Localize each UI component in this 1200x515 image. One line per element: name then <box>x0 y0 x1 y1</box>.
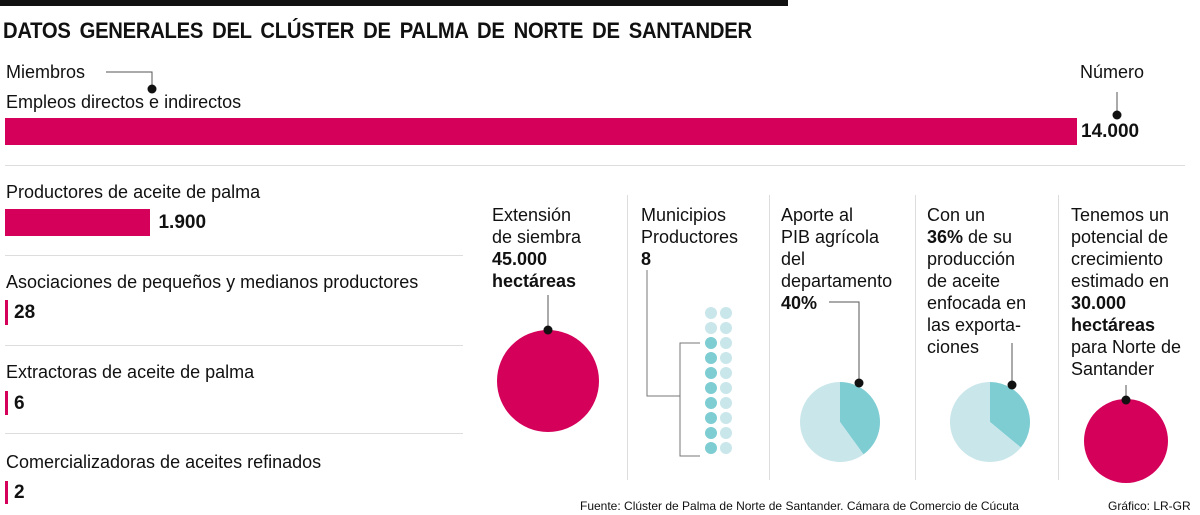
pie-pib-slice <box>840 382 881 455</box>
panel-growth: Tenemos un potencial de crecimiento estimad… <box>1071 205 1182 379</box>
pie-extension-slice <box>497 330 599 432</box>
municipio-dot <box>720 352 732 364</box>
panel-extension: Extensión de siembra 45.000 hectáreas <box>492 205 582 291</box>
bar <box>5 209 151 236</box>
municipio-dot <box>705 442 717 454</box>
legend-number: Número <box>1080 62 1145 82</box>
divider <box>769 195 770 480</box>
bar-label: Productores de aceite de palma <box>6 182 261 202</box>
municipio-dot <box>720 442 732 454</box>
bar-label: Comercializadoras de aceites refinados <box>6 452 322 472</box>
municipio-dot <box>705 397 717 409</box>
municipio-dot <box>705 412 717 424</box>
divider <box>915 195 916 480</box>
municipio-dot <box>720 382 732 394</box>
leader-dot <box>543 325 553 335</box>
municipio-dot <box>720 397 732 409</box>
divider <box>5 345 463 346</box>
page-title: DATOS GENERALES DEL CLÚSTER DE PALMA DE … <box>3 18 752 43</box>
legend-members: Miembros <box>6 62 86 82</box>
municipio-dot <box>720 367 732 379</box>
municipio-dot <box>705 367 717 379</box>
bar <box>5 481 8 504</box>
municipio-dot <box>705 337 717 349</box>
municipio-dot <box>720 322 732 334</box>
divider <box>1058 195 1059 480</box>
bracket-line <box>646 270 680 397</box>
bar-value: 1.900 <box>158 212 207 233</box>
divider <box>5 165 1185 166</box>
municipio-dot <box>705 382 717 394</box>
municipio-dot <box>720 337 732 349</box>
panel-exports: Con un 36% de su producción de aceite enfoca… <box>927 205 1027 357</box>
pie-exports-slice <box>950 382 1021 462</box>
bar-value: 14.000 <box>1081 121 1140 142</box>
divider <box>627 195 628 480</box>
credit: Gráfico: LR-GR <box>1108 499 1191 513</box>
leader-dot <box>1007 380 1017 390</box>
bar <box>5 300 8 325</box>
leader-dot <box>1121 395 1131 405</box>
top-rule <box>0 0 788 6</box>
divider <box>5 433 463 434</box>
bar <box>5 391 8 415</box>
municipio-dot <box>720 307 732 319</box>
panel-pib: Aporte al PIB agrícola del departamento 40% <box>781 205 893 313</box>
bar-label: Extractoras de aceite de palma <box>6 362 255 382</box>
bracket <box>679 342 700 457</box>
legend-leaders <box>106 71 1122 120</box>
bar-label: Empleos directos e indirectos <box>6 92 242 112</box>
leader-dot <box>854 378 864 388</box>
bar-value: 28 <box>14 302 36 323</box>
divider <box>5 255 463 256</box>
bar-value: 2 <box>14 482 25 503</box>
panel-municipios: Municipios Productores 8 <box>641 205 739 269</box>
leader-line <box>829 301 860 383</box>
bar-value: 6 <box>14 393 25 414</box>
source-note: Fuente: Clúster de Palma de Norte de San… <box>580 499 1019 513</box>
municipio-dot <box>705 427 717 439</box>
bar <box>5 118 1077 145</box>
municipio-dot <box>705 307 717 319</box>
pie-pib-slice <box>799 382 864 463</box>
bar-label: Asociaciones de pequeños y medianos prod… <box>6 272 419 292</box>
municipio-dot <box>720 427 732 439</box>
municipio-dot <box>705 352 717 364</box>
municipio-dot <box>705 322 717 334</box>
pie-exports-slice <box>990 382 1030 448</box>
municipio-dot <box>720 412 732 424</box>
pie-growth-slice <box>1084 399 1168 483</box>
